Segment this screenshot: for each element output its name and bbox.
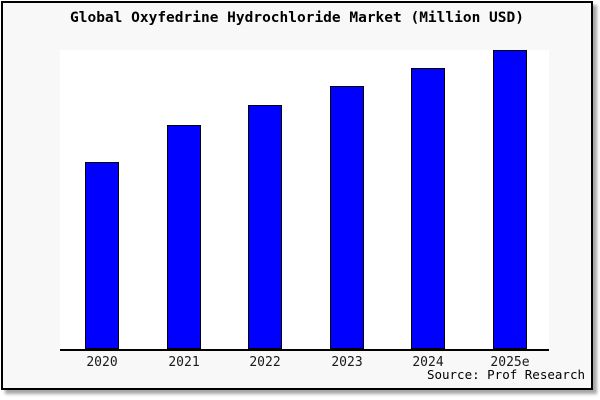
bar-2020: [85, 162, 119, 349]
plot-area: [60, 50, 549, 351]
x-tick-label-2024: 2024: [412, 355, 444, 370]
bar-2021: [167, 125, 201, 349]
bar-2022: [248, 105, 282, 349]
x-tick-label-2025e: 2025e: [490, 355, 530, 370]
bar-2024: [411, 68, 445, 349]
x-tick-label-2020: 2020: [86, 355, 118, 370]
x-tick-label-2022: 2022: [249, 355, 281, 370]
source-note: Source: Prof Research: [426, 367, 585, 382]
x-tick-label-2021: 2021: [168, 355, 200, 370]
chart-title: Global Oxyfedrine Hydrochloride Market (…: [70, 10, 524, 26]
bar-2025e: [493, 50, 527, 349]
bar-2023: [330, 86, 364, 349]
chart-frame: Global Oxyfedrine Hydrochloride Market (…: [1, 1, 593, 390]
x-tick-label-2023: 2023: [331, 355, 363, 370]
